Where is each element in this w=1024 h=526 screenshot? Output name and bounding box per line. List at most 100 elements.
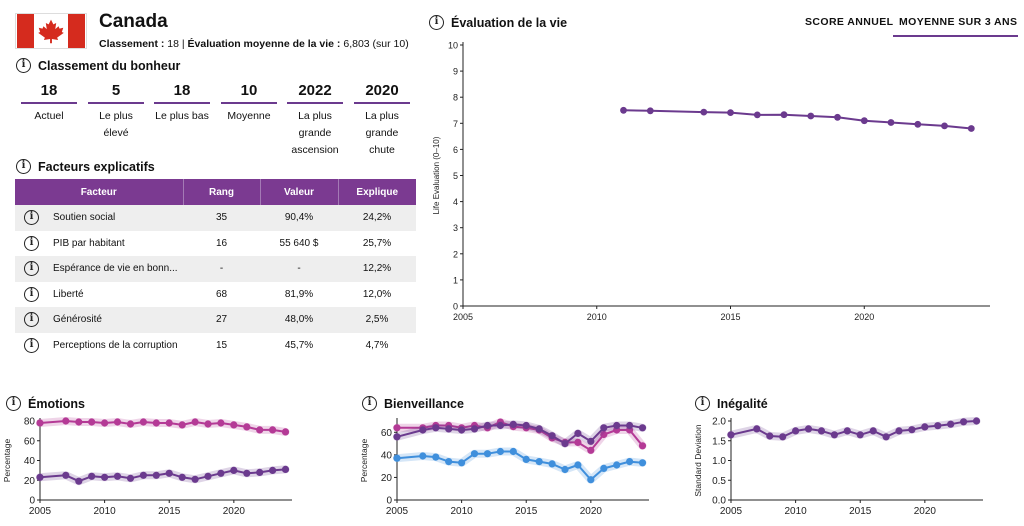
data-point (548, 434, 556, 442)
data-point (620, 106, 627, 114)
data-point (587, 437, 595, 445)
data-point (139, 471, 147, 479)
y-tick-label: 4 (453, 197, 458, 207)
data-point (887, 119, 895, 126)
data-point (113, 418, 122, 426)
data-point (101, 419, 109, 427)
data-point (914, 120, 922, 128)
chart-emotions: 0 20 40 60 80 2005 2010 2015 2020 Percentage (2, 417, 292, 517)
data-point (843, 427, 851, 435)
info-icon[interactable]: i (24, 210, 39, 226)
y-tick-label: 9 (453, 67, 458, 77)
data-point (934, 422, 942, 430)
stat-label: Le plus bas (155, 110, 209, 122)
table-row: i Liberté 68 81,9% 12,0% (15, 282, 416, 308)
data-point (496, 418, 504, 426)
x-tick-label: 2005 (29, 506, 52, 517)
factor-explains: 2,5% (338, 307, 416, 333)
info-icon[interactable]: i (24, 337, 39, 353)
info-icon[interactable]: i (24, 261, 39, 277)
y-tick-label: 0.5 (712, 476, 726, 487)
data-point (217, 469, 225, 477)
data-point (432, 421, 440, 430)
data-point (960, 418, 968, 426)
info-icon[interactable]: i (16, 58, 31, 73)
info-icon[interactable]: i (6, 396, 21, 411)
data-point (256, 426, 264, 434)
data-point (458, 459, 466, 467)
column-header-factor[interactable]: Facteur (15, 179, 183, 205)
data-point (269, 426, 277, 434)
data-point (908, 426, 916, 434)
info-icon[interactable]: i (16, 159, 31, 174)
series-band (36, 417, 290, 436)
data-point (36, 473, 44, 481)
info-icon[interactable]: i (24, 312, 39, 328)
data-point (191, 418, 199, 426)
data-point (483, 421, 492, 430)
x-tick-label: 2020 (580, 506, 603, 517)
data-point (445, 458, 453, 466)
data-point (113, 472, 122, 480)
data-point (458, 426, 466, 434)
info-icon[interactable]: i (695, 396, 710, 411)
data-point (895, 427, 903, 435)
info-icon[interactable]: i (362, 396, 377, 411)
y-axis-label: Percentage (2, 438, 12, 482)
avg-label: Évaluation moyenne de la vie : (187, 38, 341, 50)
life-title: Évaluation de la vie (451, 15, 568, 30)
column-header-explains[interactable]: Explique (337, 179, 416, 205)
x-tick-label: 2015 (158, 506, 181, 517)
data-point (178, 421, 186, 429)
emotions-section-title: i Émotions (6, 396, 85, 411)
data-point (165, 419, 173, 427)
data-point (139, 418, 147, 426)
y-tick-label: 1 (453, 275, 458, 285)
factor-value: 55 640 $ (279, 237, 319, 249)
data-point (600, 430, 608, 439)
data-point (626, 426, 634, 434)
x-tick-label: 2020 (223, 506, 246, 517)
series-line (623, 109, 972, 130)
y-tick-label: 10 (448, 41, 458, 51)
data-point (483, 424, 492, 432)
factor-rank: 16 (215, 237, 228, 249)
data-point (256, 468, 264, 476)
data-point (574, 438, 582, 446)
x-tick-label: 2015 (720, 312, 740, 322)
column-header-value[interactable]: Valeur (259, 179, 338, 205)
data-point (834, 113, 841, 121)
factor-value: 81,9% (284, 288, 314, 300)
data-point (88, 418, 96, 426)
tab-annual-score[interactable]: SCORE ANNUEL (805, 16, 894, 28)
chart-life: 0 1 2 3 4 5 6 7 8 9 10 2005 2010 2015 2020 Life Evaluat… (432, 41, 990, 322)
stat-lowest: 18 Le plus bas (154, 82, 210, 125)
data-point (753, 425, 761, 433)
factor-name: Perceptions de la corruption (53, 339, 178, 351)
y-tick-label: 0 (386, 496, 392, 507)
data-point (727, 109, 734, 116)
data-point (638, 442, 647, 450)
info-icon[interactable]: i (429, 15, 444, 30)
data-point (458, 424, 466, 432)
y-tick-label: 8 (453, 93, 458, 103)
stat-biggest-rise: 2022 La plus grande ascension (287, 82, 343, 159)
series-line (39, 420, 286, 433)
tab-three-year-average[interactable]: MOYENNE SUR 3 ANS (899, 16, 1018, 28)
emotions-title: Émotions (28, 396, 85, 411)
info-icon[interactable]: i (24, 235, 39, 251)
data-point (646, 107, 654, 115)
data-point (548, 460, 556, 468)
y-tick-label: 0 (453, 302, 458, 312)
active-tab-indicator (893, 35, 1018, 37)
data-point (869, 427, 877, 435)
factor-explains: 12,2% (338, 256, 416, 282)
table-row: i Soutien social 35 90,4% 24,2% (15, 205, 416, 231)
info-icon[interactable]: i (24, 286, 39, 302)
data-point (178, 473, 186, 481)
data-point (561, 438, 569, 446)
column-header-rank[interactable]: Rang (182, 179, 260, 205)
data-point (561, 440, 569, 448)
stat-highest: 5 Le plus élevé (88, 82, 144, 142)
data-point (62, 471, 70, 479)
